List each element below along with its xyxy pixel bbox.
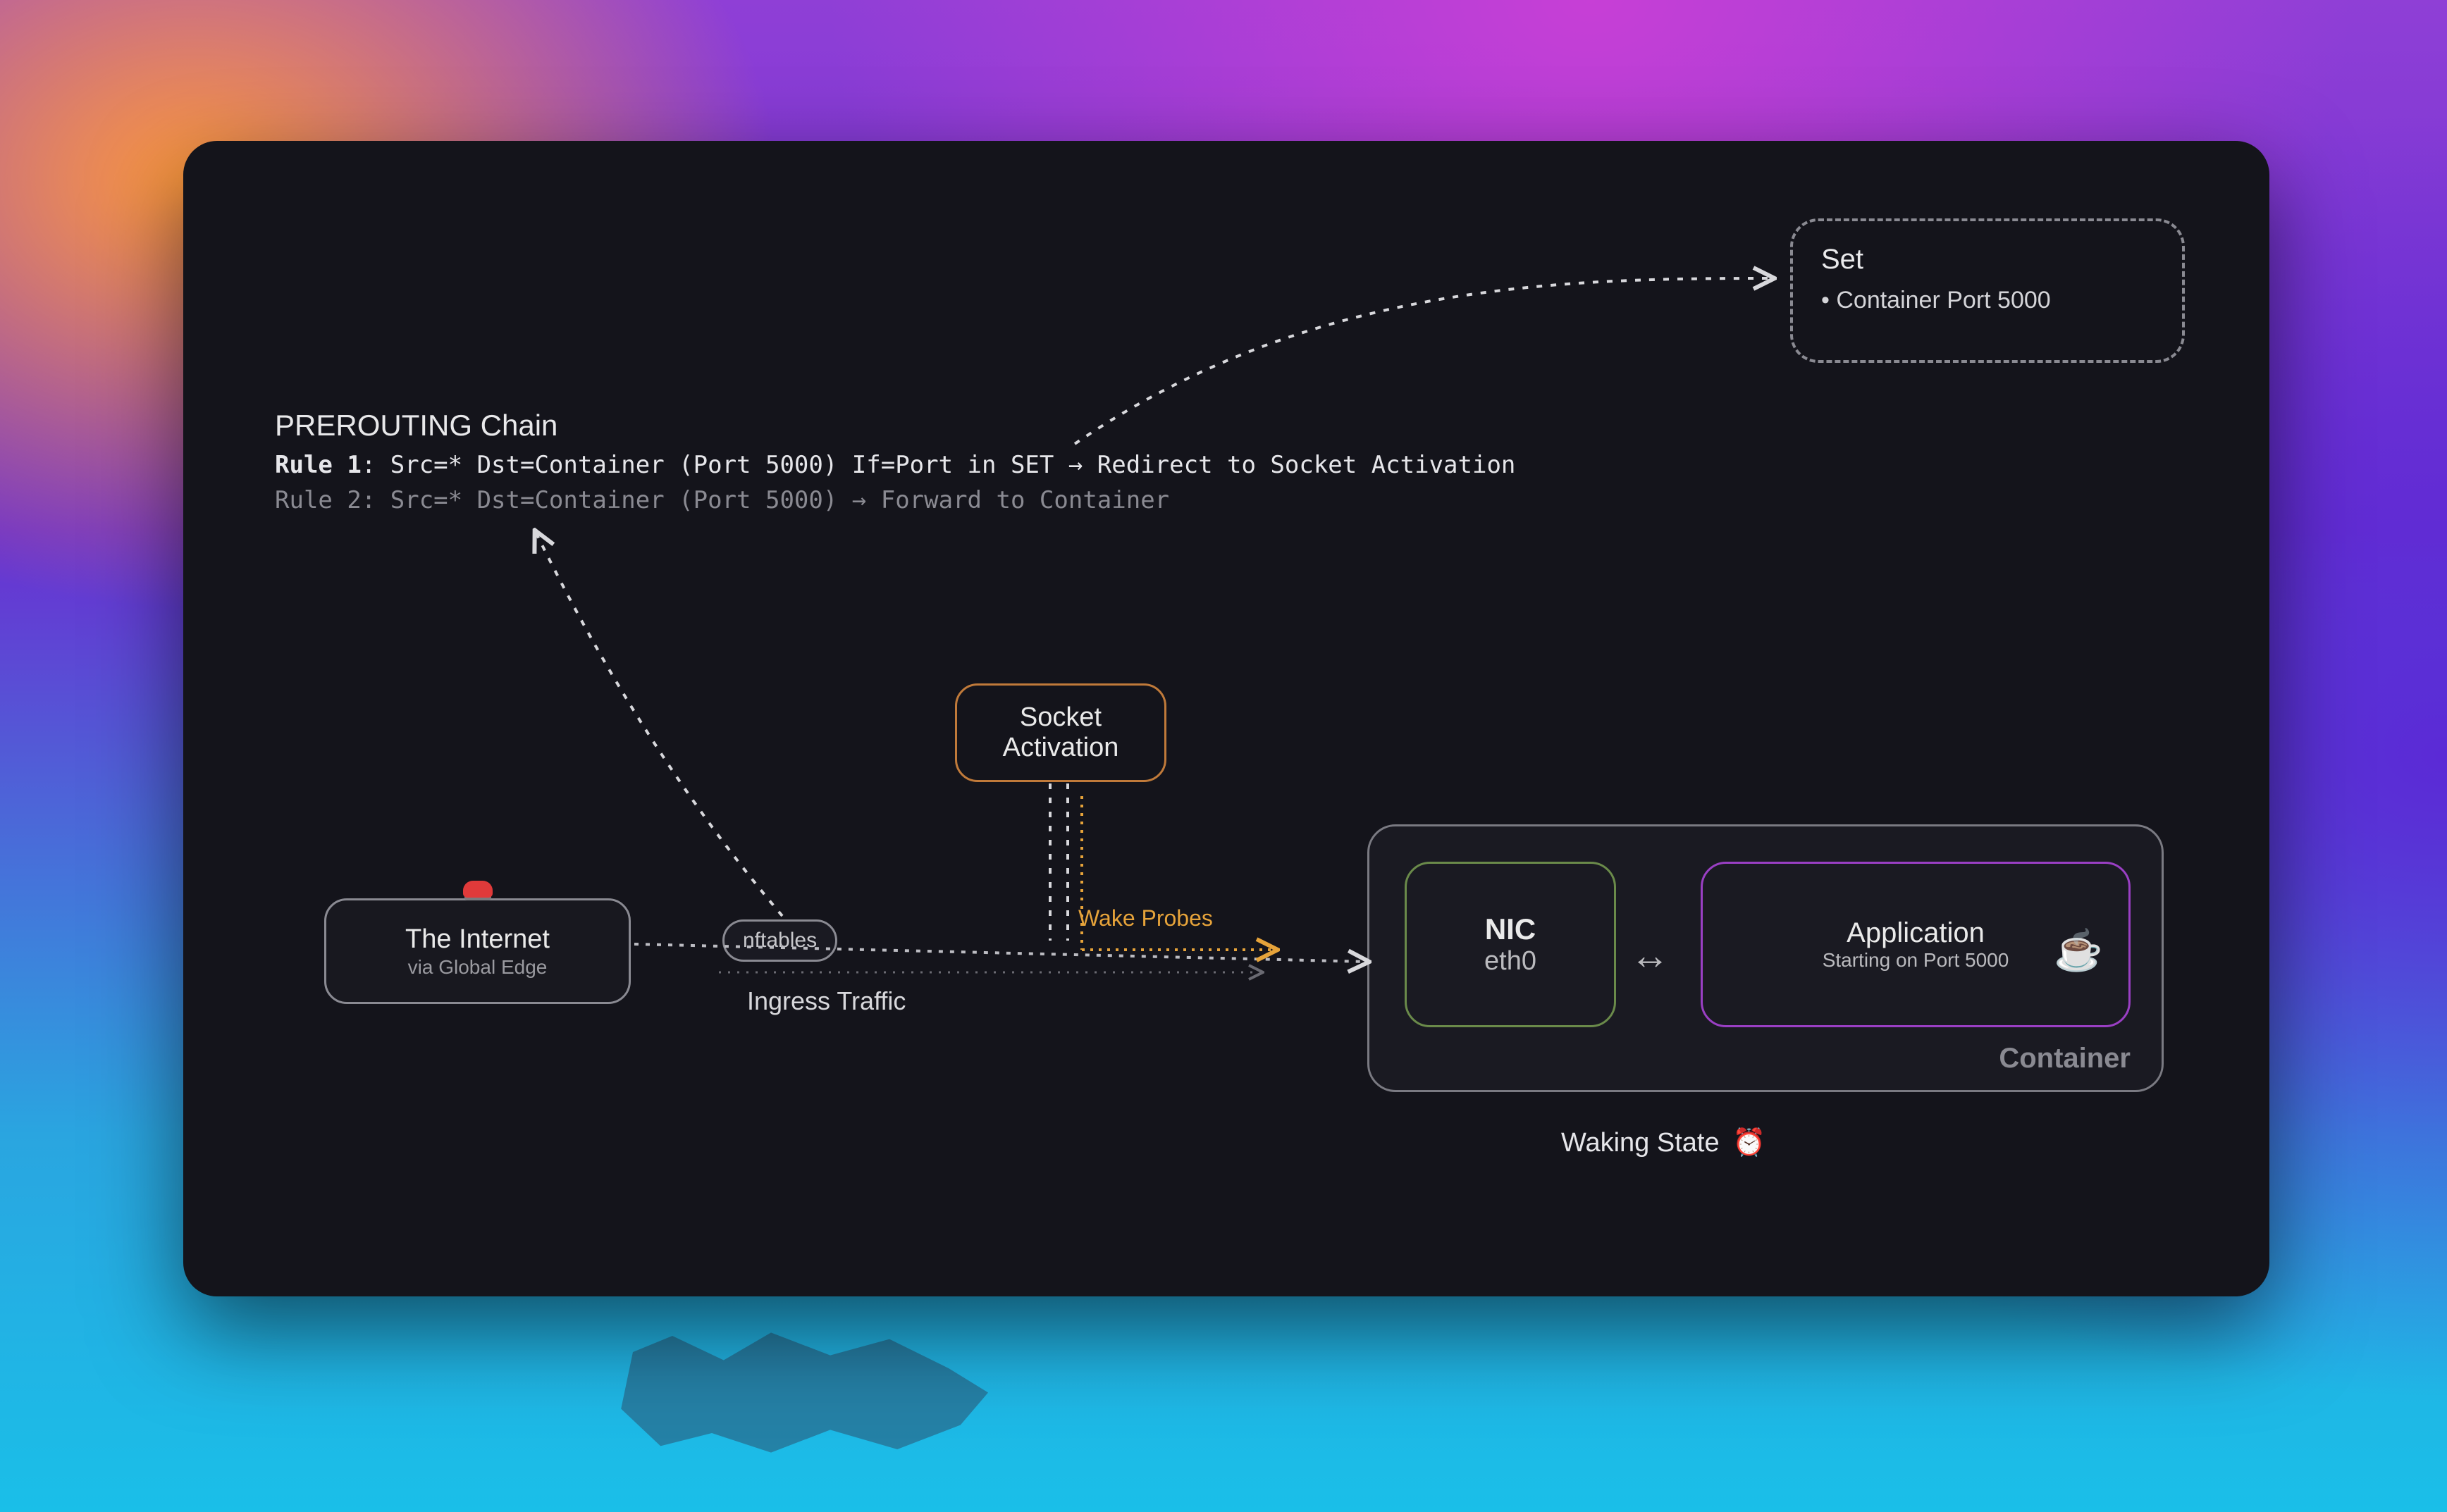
chain-title: PREROUTING Chain — [275, 409, 557, 442]
alarm-clock-icon: ⏰ — [1732, 1128, 1765, 1158]
container-label: Container — [1999, 1043, 2131, 1074]
set-box: Set Container Port 5000 — [1790, 218, 2185, 363]
rule-2-label: Rule 2 — [275, 486, 362, 514]
socket-line1: Socket — [1020, 702, 1102, 733]
ingress-label: Ingress Traffic — [747, 986, 906, 1016]
rule-2-text: : Src=* Dst=Container (Port 5000) → Forw… — [362, 486, 1169, 514]
waking-state-label: Waking State ⏰ — [1561, 1127, 1765, 1158]
coffee-icon: ☕ — [2054, 927, 2103, 974]
internet-line2: via Global Edge — [408, 956, 548, 979]
app-line1: Application — [1847, 917, 1985, 949]
rule-1-text: : Src=* Dst=Container (Port 5000) If=Por… — [362, 451, 1516, 479]
state-text: Waking State — [1561, 1128, 1720, 1158]
nic-line1: NIC — [1485, 912, 1536, 946]
rule-2: Rule 2: Src=* Dst=Container (Port 5000) … — [275, 486, 1169, 514]
internet-box: The Internet via Global Edge — [324, 898, 631, 1004]
rule-1: Rule 1: Src=* Dst=Container (Port 5000) … — [275, 451, 1515, 479]
set-item: Container Port 5000 — [1821, 287, 2154, 314]
socket-line2: Activation — [1003, 733, 1119, 763]
diagram-panel: PREROUTING Chain Rule 1: Src=* Dst=Conta… — [183, 141, 2269, 1296]
nic-line2: eth0 — [1484, 946, 1536, 977]
container-box: NIC eth0 ↔ Application Starting on Port … — [1367, 824, 2164, 1092]
nic-box: NIC eth0 — [1405, 862, 1616, 1027]
wake-probes-label: Wake Probes — [1078, 905, 1213, 931]
nftables-pill: nftables — [722, 919, 837, 962]
double-arrow-icon: ↔ — [1630, 932, 1670, 978]
rule-1-label: Rule 1 — [275, 451, 362, 479]
app-line2: Starting on Port 5000 — [1823, 949, 2009, 972]
internet-line1: The Internet — [405, 924, 550, 955]
application-box: Application Starting on Port 5000 ☕ — [1701, 862, 2131, 1027]
socket-activation-box: Socket Activation — [955, 683, 1166, 782]
set-title: Set — [1821, 244, 2154, 275]
